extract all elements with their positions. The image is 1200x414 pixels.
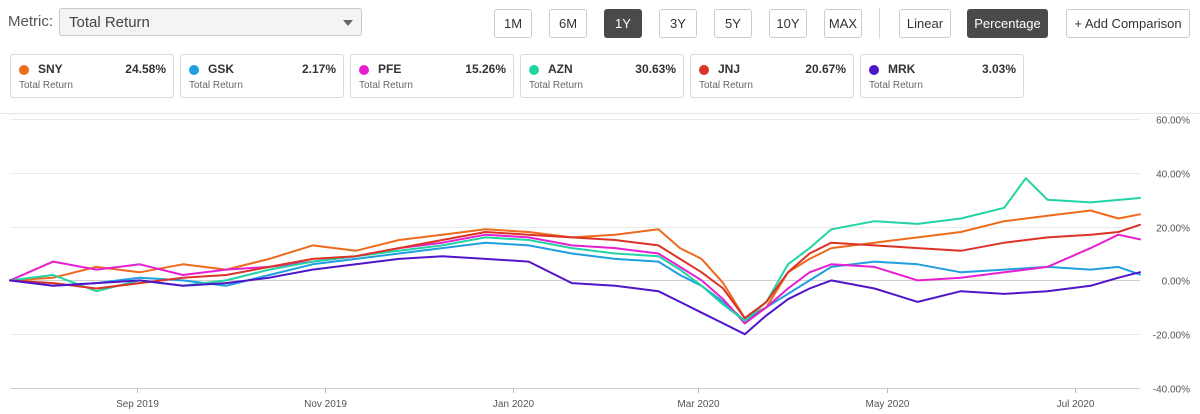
x-tick-label: Sep 2019	[116, 399, 159, 410]
range-button-3y[interactable]: 3Y	[659, 9, 697, 38]
series-color-dot	[19, 65, 29, 75]
range-button-5y[interactable]: 5Y	[714, 9, 752, 38]
ticker-metric-label: Total Return	[529, 80, 583, 91]
range-button-1m[interactable]: 1M	[494, 9, 532, 38]
ticker-return-value: 15.26%	[465, 62, 506, 76]
x-tick-label: Jul 2020	[1057, 399, 1095, 410]
y-tick-label: -20.00%	[1153, 331, 1190, 342]
series-color-dot	[189, 65, 199, 75]
ticker-return-value: 2.17%	[301, 62, 336, 76]
series-color-dot	[699, 65, 709, 75]
y-tick-label: 20.00%	[1156, 224, 1190, 235]
ticker-metric-label: Total Return	[699, 80, 753, 91]
series-line-mrk	[9, 255, 1141, 336]
ticker-card-pfe[interactable]: PFE 15.26% Total Return	[350, 54, 514, 98]
ticker-symbol: GSK	[208, 62, 235, 76]
range-button-10y[interactable]: 10Y	[769, 9, 807, 38]
scale-linear-button[interactable]: Linear	[899, 9, 951, 38]
ticker-symbol: JNJ	[718, 62, 741, 76]
series-color-dot	[529, 65, 539, 75]
ticker-metric-label: Total Return	[189, 80, 243, 91]
ticker-return-value: 3.03%	[981, 62, 1016, 76]
scale-percentage-button[interactable]: Percentage	[967, 9, 1048, 38]
ticker-card-gsk[interactable]: GSK 2.17% Total Return	[180, 54, 344, 98]
ticker-symbol: PFE	[378, 62, 402, 76]
ticker-symbol: AZN	[548, 62, 573, 76]
y-tick-label: 0.00%	[1162, 277, 1190, 288]
series-line-pfe	[9, 233, 1141, 325]
range-button-max[interactable]: MAX	[824, 9, 862, 38]
ticker-card-sny[interactable]: SNY 24.58% Total Return	[10, 54, 174, 98]
metric-label: Metric:	[8, 13, 53, 30]
series-line-gsk	[9, 241, 1141, 322]
metric-select[interactable]: Total Return	[59, 8, 362, 36]
chevron-down-icon	[343, 20, 353, 26]
ticker-metric-label: Total Return	[869, 80, 923, 91]
series-line-jnj	[9, 223, 1141, 320]
ticker-symbol: SNY	[38, 62, 63, 76]
range-button-6m[interactable]: 6M	[549, 9, 587, 38]
series-line-azn	[9, 177, 1141, 322]
y-tick-label: 60.00%	[1156, 116, 1190, 127]
toolbar-divider	[879, 8, 880, 39]
series-color-dot	[359, 65, 369, 75]
ticker-card-jnj[interactable]: JNJ 20.67% Total Return	[690, 54, 854, 98]
range-button-1y[interactable]: 1Y	[604, 9, 642, 38]
ticker-return-value: 24.58%	[125, 62, 166, 76]
add-comparison-button[interactable]: + Add Comparison	[1066, 9, 1190, 38]
series-line-sny	[9, 209, 1141, 320]
x-tick-label: Mar 2020	[677, 399, 720, 410]
series-color-dot	[869, 65, 879, 75]
y-tick-label: -40.00%	[1153, 385, 1190, 396]
ticker-card-mrk[interactable]: MRK 3.03% Total Return	[860, 54, 1024, 98]
x-tick-label: Jan 2020	[493, 399, 535, 410]
x-tick-label: May 2020	[866, 399, 910, 410]
x-tick-label: Nov 2019	[304, 399, 347, 410]
ticker-return-value: 30.63%	[635, 62, 676, 76]
y-tick-label: 40.00%	[1156, 170, 1190, 181]
metric-select-value: Total Return	[69, 14, 150, 31]
ticker-symbol: MRK	[888, 62, 916, 76]
ticker-metric-label: Total Return	[19, 80, 73, 91]
ticker-metric-label: Total Return	[359, 80, 413, 91]
ticker-card-azn[interactable]: AZN 30.63% Total Return	[520, 54, 684, 98]
ticker-return-value: 20.67%	[805, 62, 846, 76]
